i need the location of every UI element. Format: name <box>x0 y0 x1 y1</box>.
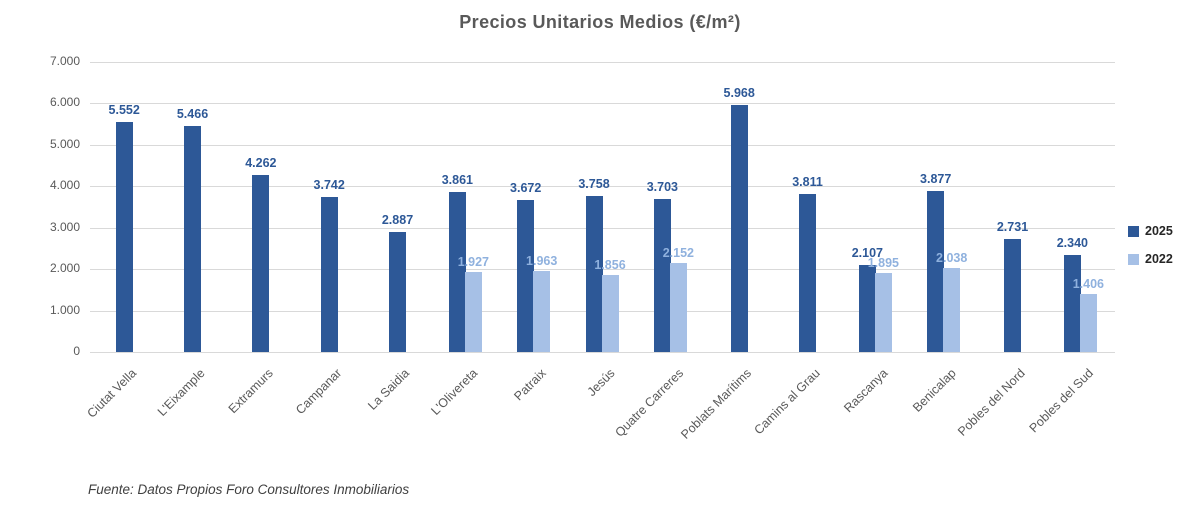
bar-2025 <box>1063 255 1081 352</box>
bar-value-2022: 1.895 <box>867 256 899 271</box>
legend-label: 2022 <box>1145 252 1173 266</box>
bar-2025 <box>730 104 748 352</box>
chart-title: Precios Unitarios Medios (€/m²) <box>459 12 741 32</box>
bar-value-2025: 4.262 <box>245 156 277 171</box>
bar-2022 <box>464 272 482 352</box>
bar-value-2025: 3.742 <box>313 177 345 192</box>
bar-value-2022: 2.152 <box>662 245 694 260</box>
bar-2025 <box>585 196 603 352</box>
x-axis-label: L'Eixample <box>154 366 208 419</box>
x-axis-label: Camins al Grau <box>751 366 823 438</box>
bar-value-2025: 5.968 <box>723 85 755 100</box>
bar-value-2025: 2.107 <box>851 245 883 260</box>
bar-2025 <box>858 264 876 352</box>
bar-value-2022: 1.927 <box>457 255 489 270</box>
gridline <box>90 103 1115 105</box>
bar-value-2025: 3.672 <box>510 180 542 195</box>
x-axis-label: Jesús <box>584 366 618 399</box>
x-axis-label: Pobles del Sud <box>1026 366 1096 436</box>
y-axis-label: 1.000 <box>49 302 80 317</box>
bar-value-2025: 3.877 <box>920 172 952 187</box>
bar-2025 <box>115 121 133 352</box>
x-axis-label: Quatre Carreres <box>611 366 686 440</box>
bar-2025 <box>320 196 338 352</box>
x-axis-label: Pobles del Nord <box>954 366 1028 439</box>
legend-label: 2025 <box>1145 224 1173 238</box>
bar-2025 <box>799 194 816 352</box>
bar-2022 <box>1079 293 1097 352</box>
bar-value-2022: 1.406 <box>1072 276 1104 291</box>
bar-2022 <box>601 275 619 352</box>
x-axis-label: Ciutat Vella <box>84 366 140 421</box>
bar-2022 <box>533 270 551 352</box>
x-axis-label: L'Olivereta <box>428 366 481 418</box>
x-axis-label: Patraix <box>511 366 550 404</box>
bar-value-2025: 3.758 <box>578 177 610 192</box>
gridline <box>90 62 1115 63</box>
bar-value-2025: 2.887 <box>381 213 414 228</box>
bar-value-2022: 1.856 <box>594 258 626 273</box>
bar-value-2022: 2.038 <box>936 250 968 265</box>
legend-swatch-2022 <box>1128 253 1139 265</box>
bar-2025 <box>448 192 466 352</box>
gridline <box>90 186 1115 188</box>
legend: 2025 2022 <box>1128 224 1173 280</box>
gridline <box>90 227 1115 229</box>
y-axis-label: 4.000 <box>49 178 80 193</box>
bar-value-2025: 5.552 <box>108 102 140 117</box>
bar-2022 <box>669 262 687 352</box>
x-axis-label: Extramurs <box>225 366 276 417</box>
bar-2025 <box>927 191 945 352</box>
gridline <box>90 352 1115 353</box>
x-axis-label: Rascanya <box>841 366 891 416</box>
bar-value-2025: 5.466 <box>176 106 209 121</box>
x-axis-label: La Saidia <box>365 366 413 413</box>
bar-value-2022: 1.963 <box>526 253 558 268</box>
bar-2025 <box>653 198 671 352</box>
legend-item-2022: 2022 <box>1128 252 1173 266</box>
y-axis-label: 0 <box>73 344 80 358</box>
legend-item-2025: 2025 <box>1128 224 1173 238</box>
bar-2022 <box>874 273 892 352</box>
bar-value-2025: 3.703 <box>646 179 678 194</box>
bar-2025 <box>1004 238 1021 352</box>
bar-2025 <box>389 232 406 352</box>
bar-2022 <box>943 267 961 352</box>
legend-swatch-2025 <box>1128 225 1139 237</box>
bar-value-2025: 3.811 <box>792 175 823 190</box>
bar-value-2025: 2.731 <box>996 219 1029 234</box>
source-note: Fuente: Datos Propios Foro Consultores I… <box>88 482 410 497</box>
x-axis-label: Campanar <box>292 366 345 418</box>
y-axis-label: 5.000 <box>49 136 80 151</box>
x-axis-label: Poblats Marítims <box>678 366 755 442</box>
x-axis-label: Benicalap <box>910 366 960 415</box>
bar-2025 <box>184 125 201 352</box>
y-axis-label: 2.000 <box>49 261 80 276</box>
bar-value-2025: 3.861 <box>441 173 473 188</box>
bar-2025 <box>517 199 535 352</box>
y-axis-label: 7.000 <box>49 54 80 68</box>
gridline <box>90 269 1115 271</box>
y-axis-label: 6.000 <box>49 95 80 110</box>
y-axis-label: 3.000 <box>49 219 80 234</box>
bar-2025 <box>252 175 270 352</box>
bar-value-2025: 2.340 <box>1056 236 1088 251</box>
gridline <box>90 144 1115 146</box>
